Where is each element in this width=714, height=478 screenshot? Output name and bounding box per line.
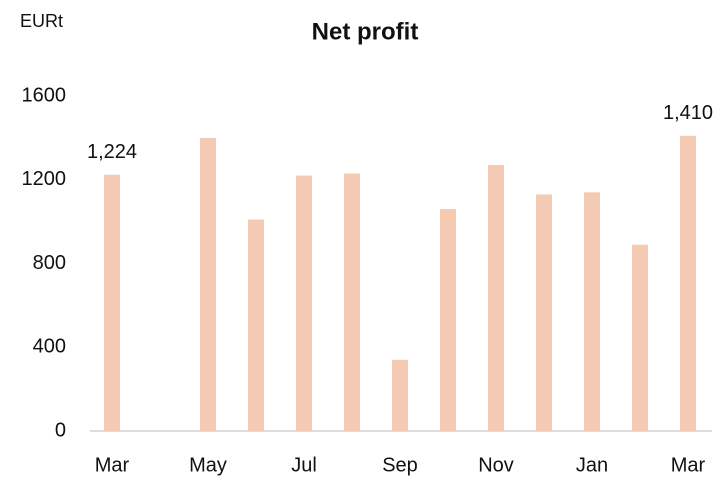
value-label: 1,410 bbox=[663, 102, 713, 124]
bar bbox=[248, 219, 264, 431]
y-axis-label: EURt bbox=[20, 11, 63, 31]
bar bbox=[440, 209, 456, 431]
bar bbox=[296, 175, 312, 431]
y-tick-label: 800 bbox=[33, 252, 66, 274]
x-tick-label: Nov bbox=[478, 454, 514, 476]
x-tick-label: Mar bbox=[95, 454, 130, 476]
y-tick-label: 400 bbox=[33, 336, 66, 358]
bar bbox=[680, 135, 696, 431]
bar bbox=[488, 165, 504, 431]
x-tick-label: Mar bbox=[671, 454, 706, 476]
y-tick-label: 1600 bbox=[22, 84, 67, 106]
value-label: 1,224 bbox=[87, 141, 137, 163]
bar bbox=[632, 244, 648, 431]
chart-title: Net profit bbox=[312, 18, 419, 45]
bar bbox=[584, 192, 600, 431]
bar bbox=[200, 137, 216, 431]
x-tick-label: Jul bbox=[291, 454, 317, 476]
bar bbox=[344, 173, 360, 431]
bar bbox=[392, 359, 408, 431]
bar bbox=[104, 174, 120, 431]
y-tick-label: 0 bbox=[55, 419, 66, 441]
y-tick-label: 1200 bbox=[22, 168, 67, 190]
x-tick-label: May bbox=[189, 454, 227, 476]
x-tick-label: Jan bbox=[576, 454, 608, 476]
x-tick-label: Sep bbox=[382, 454, 418, 476]
bar bbox=[536, 194, 552, 431]
